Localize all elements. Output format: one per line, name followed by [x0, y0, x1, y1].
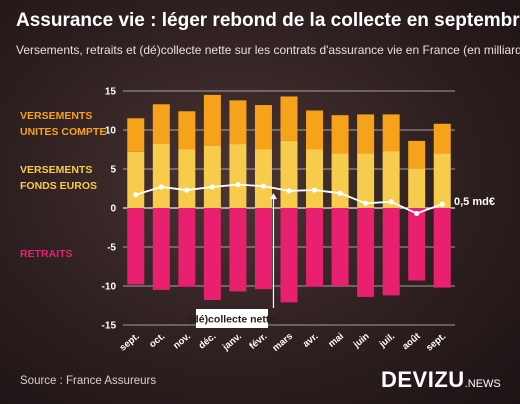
- bar-retraits: [254, 208, 272, 290]
- x-tick-label: juil.: [377, 331, 397, 351]
- bar-retraits: [357, 208, 375, 297]
- bar-retraits: [331, 208, 349, 286]
- bar-uc: [331, 115, 349, 154]
- bar-uc: [408, 140, 426, 169]
- bar-uc: [382, 114, 400, 152]
- bar-euros: [433, 153, 451, 208]
- legend-retraits-label: RETRAITS: [20, 248, 73, 260]
- bar-uc: [152, 104, 170, 144]
- x-tick-label: sept.: [424, 331, 448, 354]
- bar-retraits: [306, 208, 324, 287]
- bar-uc: [357, 114, 375, 154]
- annotation-arrow-head: [269, 193, 277, 200]
- net-point: [388, 199, 394, 205]
- brand-logo: DEVIZU.NEWS: [381, 367, 501, 393]
- net-point: [439, 201, 445, 207]
- net-point: [184, 187, 190, 193]
- y-tick-label: 5: [110, 165, 116, 176]
- bar-retraits: [229, 208, 247, 292]
- legend-retraits: RETRAITS: [20, 246, 73, 262]
- bar-retraits: [382, 208, 400, 296]
- net-point: [337, 190, 343, 196]
- bar-euros: [229, 144, 247, 208]
- last-value-label: 0,5 md€: [454, 196, 495, 208]
- x-tick-label: avr.: [301, 331, 321, 350]
- x-tick-label: juin: [351, 331, 372, 351]
- y-tick-label: 15: [105, 87, 117, 98]
- net-point: [209, 184, 215, 190]
- bar-euros: [408, 168, 426, 208]
- brand-suffix: .NEWS: [464, 378, 501, 390]
- bar-retraits: [408, 208, 426, 281]
- bar-euros: [306, 149, 324, 208]
- net-point: [286, 188, 292, 194]
- bar-retraits: [152, 208, 170, 290]
- x-tick-label: nov.: [171, 331, 192, 352]
- x-tick-label: mai: [326, 331, 346, 350]
- y-tick-label: -10: [102, 282, 117, 293]
- page-title: Assurance vie : léger rebond de la colle…: [16, 10, 520, 31]
- legend-uc-line2: UNITES COMPTE: [20, 126, 107, 138]
- bar-euros: [178, 149, 196, 208]
- source-note: Source : France Assureurs: [20, 375, 157, 387]
- bar-uc: [203, 94, 221, 146]
- net-point: [363, 200, 369, 206]
- bar-euros: [280, 140, 298, 208]
- net-point: [311, 187, 318, 193]
- bar-uc: [229, 100, 247, 145]
- bar-uc: [280, 96, 298, 141]
- net-point: [235, 182, 241, 188]
- x-tick-label: mars: [270, 331, 294, 354]
- bar-uc: [306, 110, 324, 150]
- legend-euros: VERSEMENTS FONDS EUROS: [20, 162, 97, 194]
- y-tick-label: 10: [105, 126, 117, 137]
- x-tick-label: oct.: [147, 331, 167, 350]
- bar-retraits: [203, 208, 221, 301]
- y-tick-label: -5: [107, 243, 116, 254]
- x-tick-label: déc.: [197, 331, 219, 352]
- y-tick-label: -15: [102, 321, 117, 332]
- x-tick-label: sept.: [118, 331, 142, 354]
- legend-euros-line1: VERSEMENTS: [20, 164, 93, 176]
- bar-uc: [433, 123, 451, 154]
- x-tick-label: févr.: [247, 331, 269, 352]
- bar-retraits: [127, 208, 145, 285]
- bar-euros: [357, 153, 375, 208]
- annotation-box: [196, 309, 268, 328]
- annotation-net-label: (dé)collecte nette: [189, 314, 276, 326]
- x-tick-label: août: [400, 330, 423, 352]
- bar-euros: [203, 145, 221, 208]
- net-point: [133, 192, 139, 198]
- x-tick-label: janv.: [220, 331, 244, 354]
- legend-uc: VERSEMENTS UNITES COMPTE: [20, 108, 106, 140]
- brand-name: DEVIZU: [381, 367, 465, 392]
- bar-euros: [382, 151, 400, 208]
- net-point: [260, 183, 267, 189]
- legend-euros-line2: FONDS EUROS: [20, 180, 98, 192]
- bar-uc: [254, 105, 272, 150]
- bar-euros: [152, 143, 170, 208]
- bar-retraits: [433, 208, 451, 288]
- bar-retraits: [280, 208, 298, 303]
- bar-euros: [331, 153, 349, 208]
- bar-euros: [254, 149, 272, 208]
- net-point: [158, 184, 164, 190]
- legend-uc-line1: VERSEMENTS: [20, 110, 93, 122]
- bar-retraits: [178, 208, 196, 287]
- y-tick-label: 0: [110, 204, 116, 215]
- bar-uc: [178, 111, 196, 150]
- chart-subtitle: Versements, retraits et (dé)collecte net…: [16, 43, 520, 57]
- bar-euros: [127, 151, 145, 208]
- net-point: [414, 210, 420, 217]
- bar-uc: [127, 118, 145, 152]
